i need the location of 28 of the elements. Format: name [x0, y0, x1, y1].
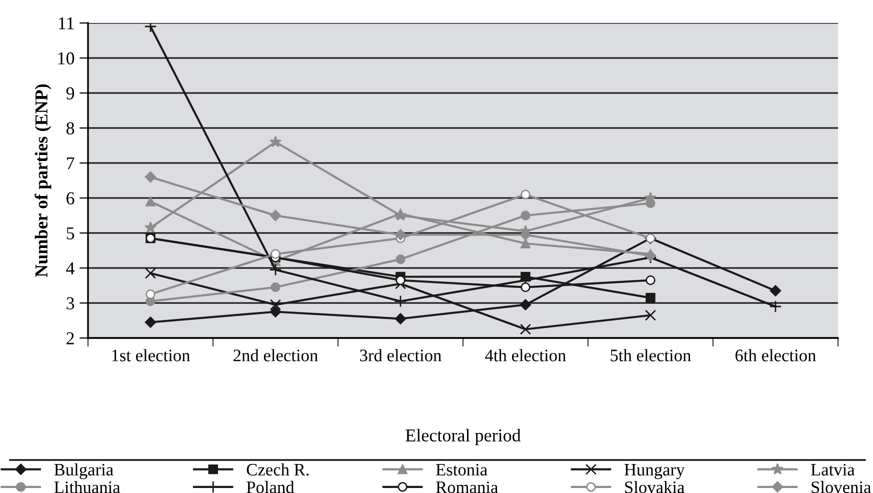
y-tick-label: 8 — [66, 122, 74, 134]
legend-label: Bulgaria — [54, 463, 114, 480]
y-tick-label: 5 — [66, 227, 74, 240]
y-tick-label: 6 — [66, 192, 74, 204]
y-tick-label: 4 — [66, 262, 75, 274]
legend-label: Poland — [246, 480, 294, 493]
legend-label: Slovakia — [625, 480, 684, 493]
legend-label: Czech R. — [246, 463, 309, 476]
x-tick-label: 4th election — [485, 349, 566, 362]
x-tick-label: 6th election — [736, 349, 816, 362]
legend-label: Slovenia — [812, 480, 872, 493]
y-tick-label: 10 — [58, 52, 74, 64]
y-tick-label: 11 — [59, 17, 74, 30]
y-tick-label: 3 — [66, 297, 74, 310]
y-axis-title: Number of parties (ENP) — [34, 84, 52, 278]
x-tick-label: 2nd election — [234, 349, 318, 362]
y-tick-label: 2 — [66, 332, 74, 344]
x-axis-title: Electoral period — [406, 428, 521, 446]
legend-label: Estonia — [436, 464, 488, 476]
legend-label: Hungary — [624, 464, 685, 480]
y-tick-label: 7 — [66, 157, 74, 170]
x-tick-label: 1st election — [112, 349, 190, 362]
x-tick-label: 5th election — [610, 349, 691, 362]
legend-label: Romania — [436, 481, 498, 493]
legend-label: Lithuania — [54, 480, 120, 493]
legend-label: Latvia — [811, 464, 855, 476]
y-tick-label: 9 — [66, 87, 74, 100]
x-tick-label: 3rd election — [360, 349, 442, 362]
